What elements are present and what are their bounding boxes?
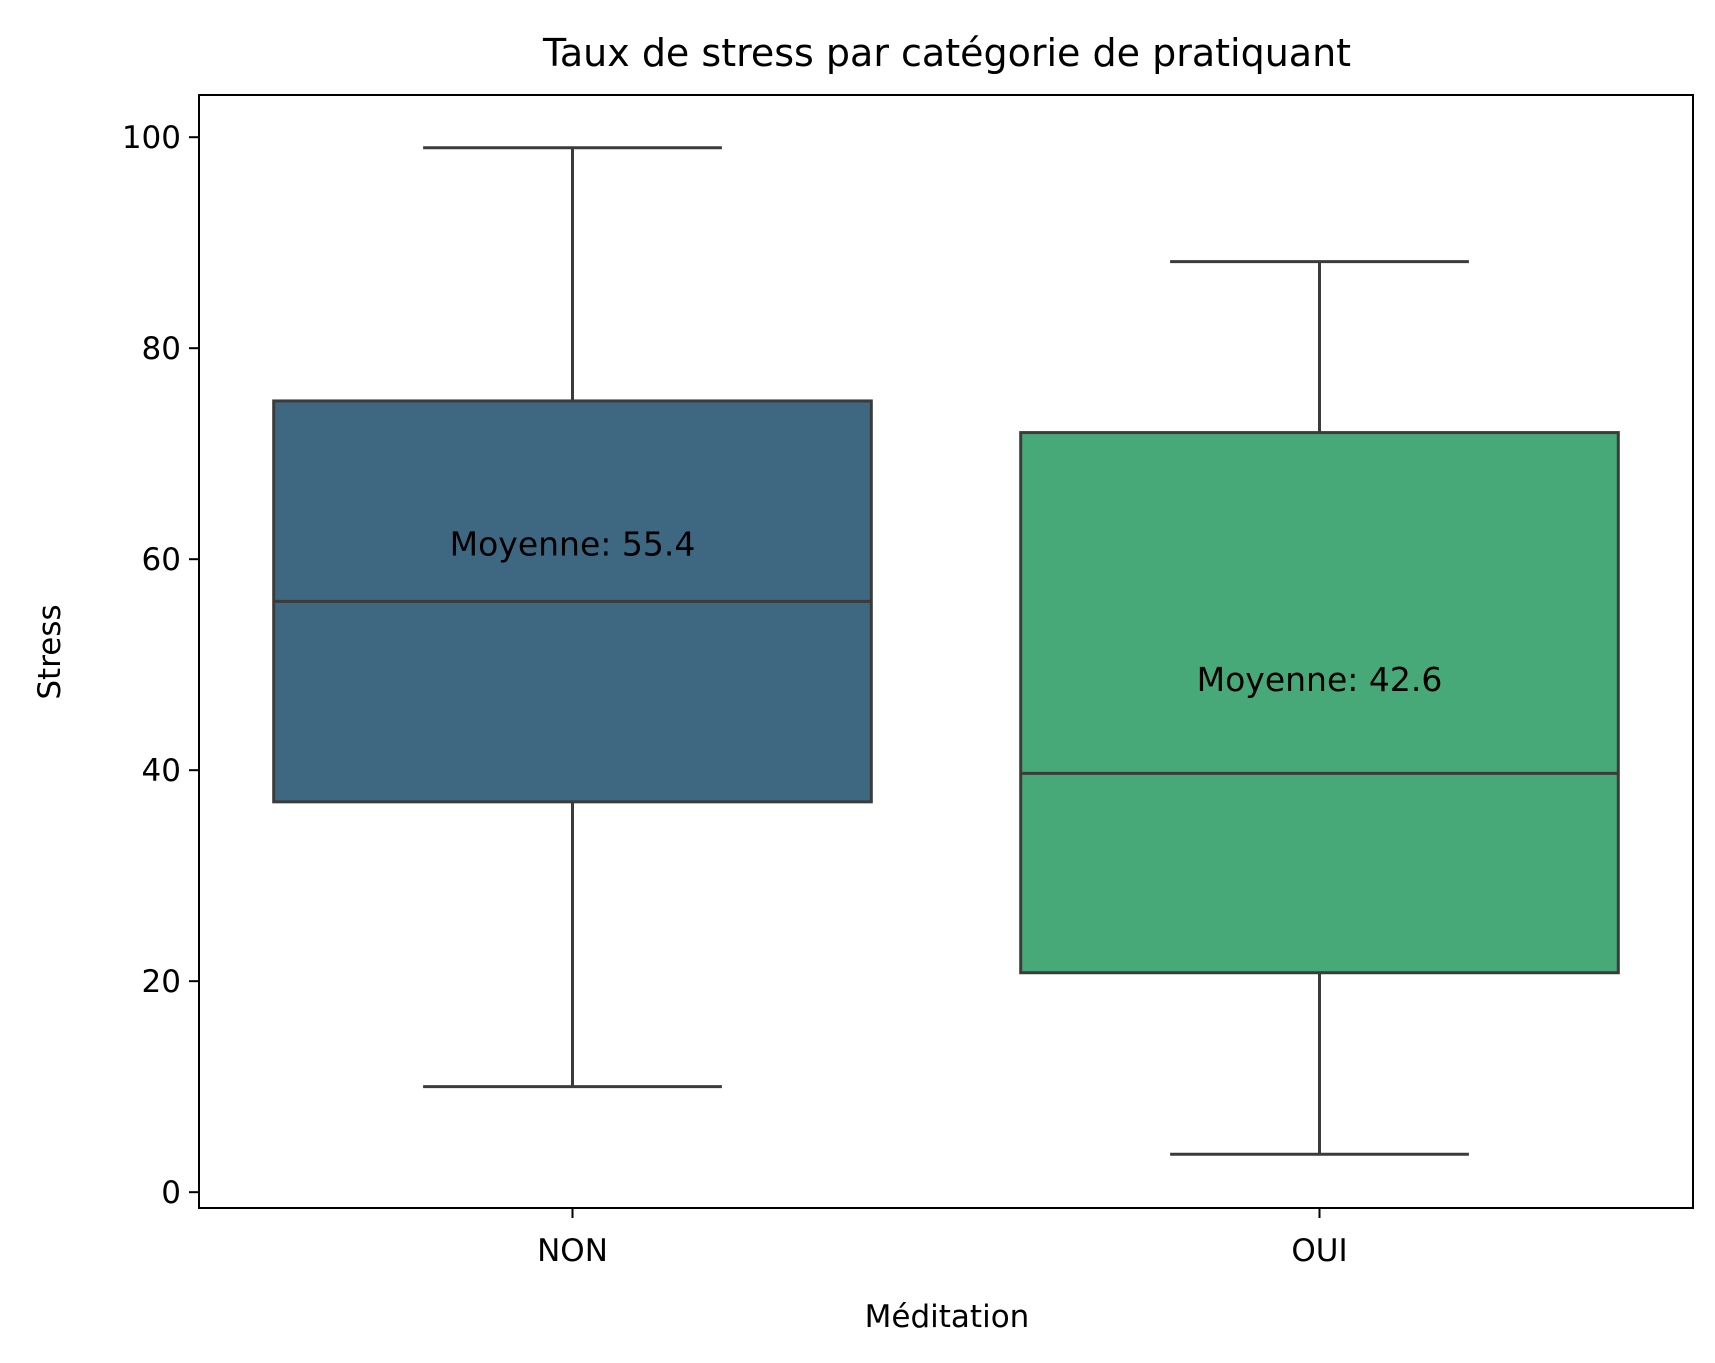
y-tick-label: 100	[122, 120, 181, 156]
box-group-non: Moyenne: 55.4	[272, 146, 873, 1089]
box-group-oui: Moyenne: 42.6	[1019, 260, 1620, 1156]
x-axis-label: Méditation	[865, 1299, 1030, 1335]
chart-title: Taux de stress par catégorie de pratiqua…	[542, 31, 1351, 75]
y-axis-label: Stress	[32, 604, 68, 699]
axes-frame	[198, 94, 1694, 1209]
y-tick-label: 60	[142, 542, 181, 578]
y-tick-label: 40	[142, 753, 181, 789]
x-tick-label: OUI	[1291, 1233, 1347, 1269]
mean-annotation: Moyenne: 42.6	[1197, 660, 1443, 699]
y-tick-label: 80	[142, 331, 181, 367]
y-tick-label: 20	[142, 964, 181, 1000]
x-tick-label: NON	[537, 1233, 608, 1269]
mean-annotation: Moyenne: 55.4	[450, 525, 696, 564]
y-tick-label: 0	[161, 1175, 181, 1211]
box-iqr	[1019, 431, 1620, 975]
plot-area: Moyenne: 55.4 Moyenne: 42.6	[272, 146, 1620, 1156]
